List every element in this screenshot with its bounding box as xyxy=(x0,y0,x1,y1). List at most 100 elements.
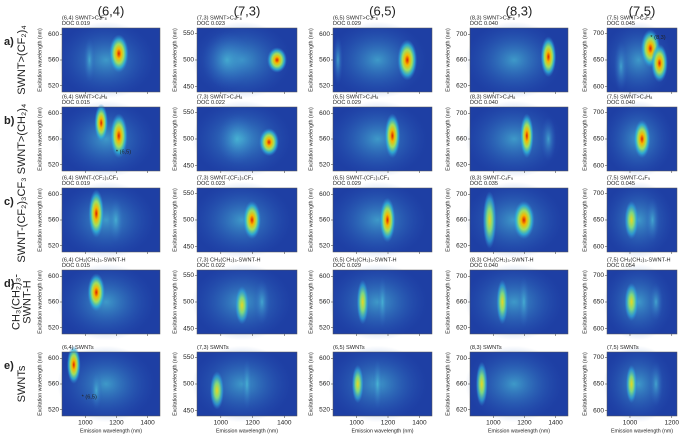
x-axis-label: Emission wavelength (nm) xyxy=(216,428,278,434)
panel-label: (8,3) SWNT-C₄F₉ xyxy=(470,175,513,181)
heatmap-peak xyxy=(90,371,103,410)
y-tick-label: 600 xyxy=(593,162,604,169)
heatmap-panel xyxy=(192,181,298,259)
row-letter: e) xyxy=(4,360,14,372)
panel-label: DOC 0.054 xyxy=(607,263,635,269)
y-tick-label: 600 xyxy=(319,191,330,198)
column-header: (7,3) xyxy=(234,3,261,18)
y-tick-label: 700 xyxy=(456,355,467,362)
panel-label: (6,5) SWNT>C₄H₈ xyxy=(333,94,378,100)
panel-label: DOC 0.040 xyxy=(470,263,498,269)
heatmap-haze xyxy=(57,345,156,423)
heatmap-peak xyxy=(519,113,534,159)
heatmap-peak xyxy=(333,34,343,86)
panel-label: (6,5) SWNTs xyxy=(333,345,365,351)
y-tick-label: 500 xyxy=(183,381,194,388)
panel-label: DOC 0.023 xyxy=(197,181,225,187)
heatmap-peak xyxy=(614,40,628,92)
y-tick-label: 550 xyxy=(183,30,194,37)
heatmap-haze xyxy=(328,21,428,99)
heatmap-panel xyxy=(57,21,161,99)
heatmap-peak xyxy=(66,345,81,384)
y-tick-label: 560 xyxy=(48,299,59,306)
x-tick-label: 1000 xyxy=(78,420,93,427)
y-tick-label: 520 xyxy=(48,82,59,89)
row-label: SWNT>(CF₂)₄ xyxy=(16,25,28,95)
heatmap-panel xyxy=(328,21,433,99)
x-tick-label: 1000 xyxy=(623,420,638,427)
heatmap-peak xyxy=(235,286,249,325)
heatmap-peak xyxy=(110,113,128,159)
panel-label: (6,5) SWNT-(CF₂)₃CF₃ xyxy=(333,175,389,181)
heatmap-peak xyxy=(259,128,279,157)
y-axis-label: Excitation wavelength (nm) xyxy=(37,270,43,334)
panel-label: (7,5) SWNT>C₄H₈ xyxy=(607,94,652,100)
panel-label: (7,5) SWNT>C₄F₈ xyxy=(607,15,652,21)
x-axis-label: Emission wavelength (nm) xyxy=(80,428,142,434)
heatmap-peak xyxy=(267,47,287,73)
row-label: SWNT>(CH₂)₄ xyxy=(16,103,28,174)
heatmap-haze xyxy=(57,100,156,178)
y-tick-label: 700 xyxy=(456,110,467,117)
y-tick-label: 600 xyxy=(319,355,330,362)
panel-label: (8,3) SWNTs xyxy=(470,345,502,351)
panel-label: DOC 0.029 xyxy=(333,263,361,269)
y-tick-label: 700 xyxy=(593,354,604,361)
y-tick-label: 700 xyxy=(456,191,467,198)
heatmap-haze xyxy=(465,100,564,178)
y-tick-label: 600 xyxy=(48,273,59,280)
panel-label: (8,3) SWNT>C₄F₈ xyxy=(470,15,515,21)
panel-label: DOC 0.023 xyxy=(197,21,225,27)
y-axis-label: Excitation wavelength (nm) xyxy=(445,107,451,171)
heatmap-peak xyxy=(624,282,639,322)
heatmap-peak xyxy=(83,37,96,83)
y-tick-label: 620 xyxy=(456,406,467,413)
panel-label: (7,5) CH₃(CH₂)₃-SWNT-H xyxy=(607,257,671,263)
heatmap-peak xyxy=(217,113,257,165)
y-tick-label: 600 xyxy=(48,31,59,38)
y-tick-label: 560 xyxy=(48,217,59,224)
heatmap-panel xyxy=(57,263,161,341)
y-axis-label: Excitation wavelength (nm) xyxy=(172,28,178,92)
y-tick-label: 600 xyxy=(48,110,59,117)
y-tick-label: 650 xyxy=(593,381,604,388)
heatmap-haze xyxy=(465,21,564,99)
x-axis-label: Emission wavelength (nm) xyxy=(488,428,550,434)
y-tick-label: 550 xyxy=(183,190,194,197)
y-tick-label: 620 xyxy=(456,82,467,89)
row-label: SWNTs xyxy=(16,365,28,402)
heatmap-panel xyxy=(57,100,161,178)
panel-label: DOC 0.040 xyxy=(470,21,498,27)
panel-label: (6,4) CH₃(CH₂)₃-SWNT-H xyxy=(62,257,126,263)
heatmap-haze xyxy=(465,263,564,341)
x-axis-label: Emission wavelength (nm) xyxy=(611,428,673,434)
y-tick-label: 520 xyxy=(319,242,330,249)
panel-label: DOC 0.045 xyxy=(607,181,635,187)
y-tick-label: 520 xyxy=(319,161,330,168)
heatmap-haze xyxy=(57,21,156,99)
x-tick-label: 1400 xyxy=(548,420,563,427)
heatmap-peak xyxy=(243,200,261,240)
heatmap-peak xyxy=(475,361,488,407)
panel-label: DOC 0.015 xyxy=(62,263,90,269)
heatmap-peak xyxy=(242,358,252,410)
y-tick-label: 550 xyxy=(183,354,194,361)
x-tick-label: 1000 xyxy=(214,420,229,427)
y-tick-label: 600 xyxy=(319,31,330,38)
heatmap-peak xyxy=(513,200,535,240)
y-axis-label: Excitation wavelength (nm) xyxy=(172,107,178,171)
y-axis-label: Excitation wavelength (nm) xyxy=(37,352,43,416)
panel-label: DOC 0.019 xyxy=(62,181,90,187)
heatmap-panel xyxy=(328,263,433,341)
heatmap-peak xyxy=(108,197,124,243)
y-axis-label: Excitation wavelength (nm) xyxy=(308,270,314,334)
heatmap-panel xyxy=(328,181,433,259)
x-tick-label: 1200 xyxy=(245,420,260,427)
panel-label: (6,4) SWNTs xyxy=(62,345,94,351)
y-tick-label: 600 xyxy=(319,110,330,117)
y-tick-label: 620 xyxy=(456,324,467,331)
x-tick-label: 1200 xyxy=(109,420,124,427)
y-axis-label: Excitation wavelength (nm) xyxy=(582,188,588,252)
heatmap-peak xyxy=(377,276,388,328)
